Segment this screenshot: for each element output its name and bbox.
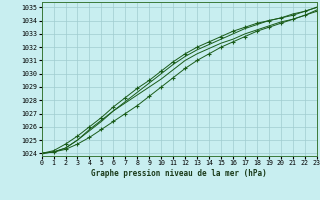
X-axis label: Graphe pression niveau de la mer (hPa): Graphe pression niveau de la mer (hPa): [91, 169, 267, 178]
